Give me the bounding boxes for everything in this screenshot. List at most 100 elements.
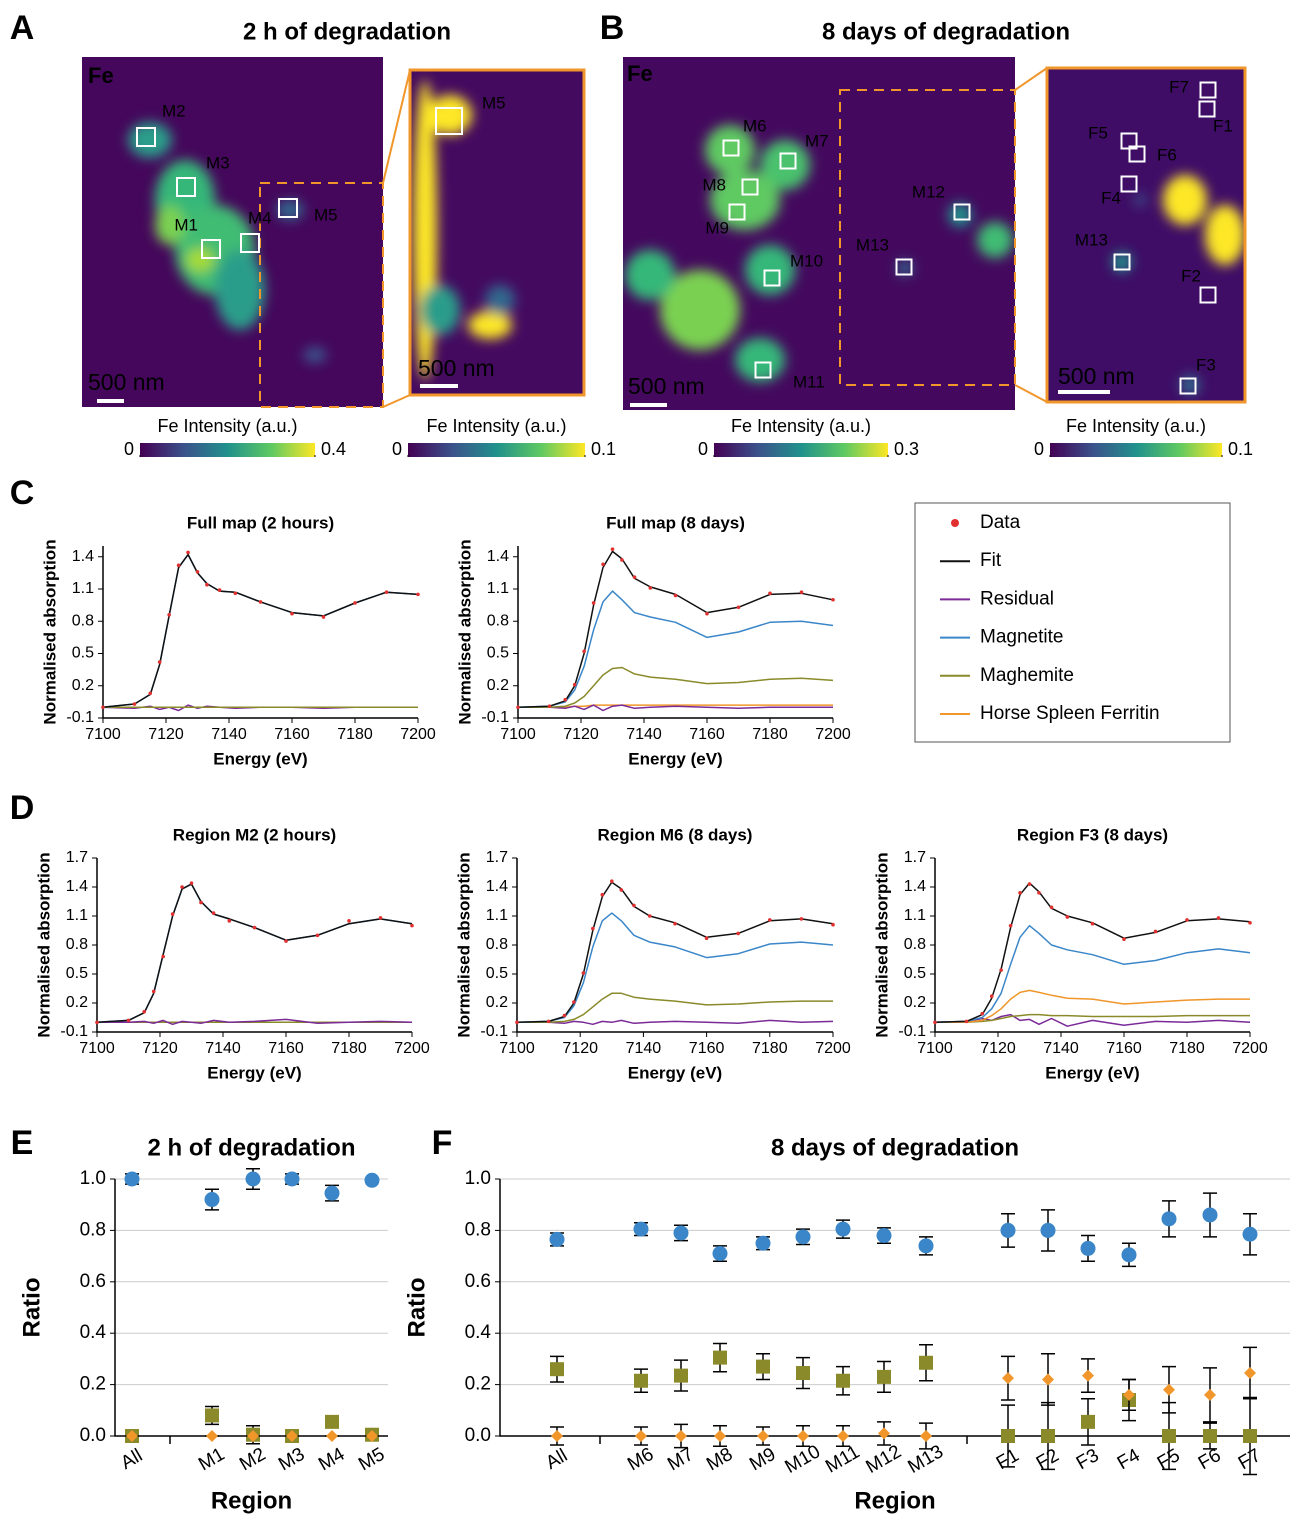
data-point [180, 885, 184, 889]
point [1203, 1207, 1218, 1222]
point [325, 1186, 340, 1201]
y-tick-label: 0.8 [465, 1219, 491, 1240]
data-point [158, 660, 162, 664]
scale-bar-label: 500 nm [628, 373, 705, 399]
data-point [1018, 891, 1022, 895]
spectrum-line [97, 884, 412, 1022]
y-tick-label: 0.5 [66, 965, 88, 982]
x-axis-label: Energy (eV) [628, 749, 722, 768]
point [1002, 1372, 1014, 1384]
point [877, 1228, 892, 1243]
region-label: M3 [206, 153, 230, 172]
y-tick-label: 0.8 [72, 612, 94, 629]
x-tick-label: 7200 [1232, 1040, 1268, 1057]
data-point [633, 575, 637, 579]
x-tick-label: 7160 [268, 1040, 304, 1057]
y-tick-label: 0.2 [465, 1374, 491, 1395]
colorbar-tick-label: 0 [698, 439, 708, 459]
y-tick-label: 1.7 [904, 849, 926, 866]
y-tick-label: 0.5 [904, 965, 926, 982]
y-tick-label: 1.4 [66, 878, 88, 895]
legend-label: Maghemite [980, 665, 1074, 686]
point [1041, 1223, 1056, 1238]
data-point [101, 705, 105, 709]
spectrum-line [517, 913, 833, 1022]
point [674, 1369, 688, 1383]
y-tick-label: 0.8 [487, 612, 509, 629]
y-tick-label: 0.8 [80, 1219, 106, 1240]
data-point [1009, 924, 1013, 928]
y-tick-label: -0.1 [480, 1023, 508, 1040]
map-title: 2 h of degradation [243, 18, 451, 45]
x-tick-label: 7140 [205, 1040, 241, 1057]
data-point [1050, 906, 1054, 910]
x-tick-label: F4 [1114, 1445, 1144, 1474]
x-tick-label: 7200 [815, 1040, 851, 1057]
intensity-blob [420, 285, 460, 335]
point [205, 1408, 219, 1422]
x-tick-label: F3 [1073, 1445, 1103, 1474]
x-tick-label: M9 [746, 1444, 779, 1475]
y-axis-label: Normalised absorption [454, 852, 473, 1037]
region-label: M11 [793, 372, 825, 391]
x-tick-label: 7160 [274, 726, 310, 743]
region-label: F1 [1213, 116, 1233, 135]
point [206, 1430, 218, 1442]
y-axis-label: Ratio [18, 1278, 45, 1338]
legend-label: Horse Spleen Ferritin [980, 703, 1160, 724]
point [551, 1430, 563, 1442]
data-point [592, 601, 596, 605]
x-tick-label: M3 [275, 1444, 308, 1475]
data-point [199, 901, 203, 905]
data-point [591, 927, 595, 931]
region-label: M9 [705, 218, 729, 237]
y-tick-label: 1.1 [486, 907, 508, 924]
y-tick-label: 0.5 [72, 645, 94, 662]
x-tick-label: 7140 [1043, 1040, 1079, 1057]
colorbar-tick-label: 0.1 [1228, 439, 1253, 459]
intensity-blob [215, 250, 265, 330]
data-point [705, 936, 709, 940]
point [635, 1430, 647, 1442]
y-tick-label: 0.2 [72, 677, 94, 694]
point [1243, 1429, 1257, 1443]
intensity-blob [303, 347, 327, 363]
point [1243, 1227, 1258, 1242]
intensity-blob [485, 285, 515, 315]
y-tick-label: 1.4 [486, 878, 508, 895]
data-point [127, 1019, 131, 1023]
x-tick-label: 7160 [689, 726, 725, 743]
spectrum-line [935, 883, 1250, 1022]
spectrum-line [103, 555, 418, 708]
chart-title: 2 h of degradation [147, 1134, 355, 1161]
data-point [1028, 882, 1032, 886]
x-tick-label: 7180 [331, 1040, 367, 1057]
data-point [563, 698, 567, 702]
y-axis-label: Normalised absorption [872, 852, 891, 1037]
y-tick-label: 1.1 [72, 580, 94, 597]
axes [518, 546, 833, 718]
colorbar-tick-label: 0.1 [591, 439, 616, 459]
data-point [573, 683, 577, 687]
x-tick-label: M5 [355, 1444, 388, 1475]
region-label: F3 [1196, 355, 1216, 374]
y-tick-label: -0.1 [898, 1023, 926, 1040]
data-point [572, 1000, 576, 1004]
panel-letter: A [10, 9, 35, 47]
legend-label: Data [980, 512, 1021, 533]
data-point [290, 612, 294, 616]
data-point [800, 917, 804, 921]
region-label: M13 [856, 235, 889, 254]
x-tick-label: 7200 [815, 726, 851, 743]
x-tick-label: 7100 [917, 1040, 953, 1057]
data-point [515, 1021, 519, 1025]
x-tick-label: M2 [236, 1444, 269, 1475]
data-point [1037, 891, 1041, 895]
data-point [516, 705, 520, 709]
data-point [347, 919, 351, 923]
y-tick-label: 1.7 [66, 849, 88, 866]
data-point [177, 564, 181, 568]
y-tick-label: 0.2 [66, 994, 88, 1011]
point [714, 1430, 726, 1442]
colorbar-tick-label: 0.3 [894, 439, 919, 459]
